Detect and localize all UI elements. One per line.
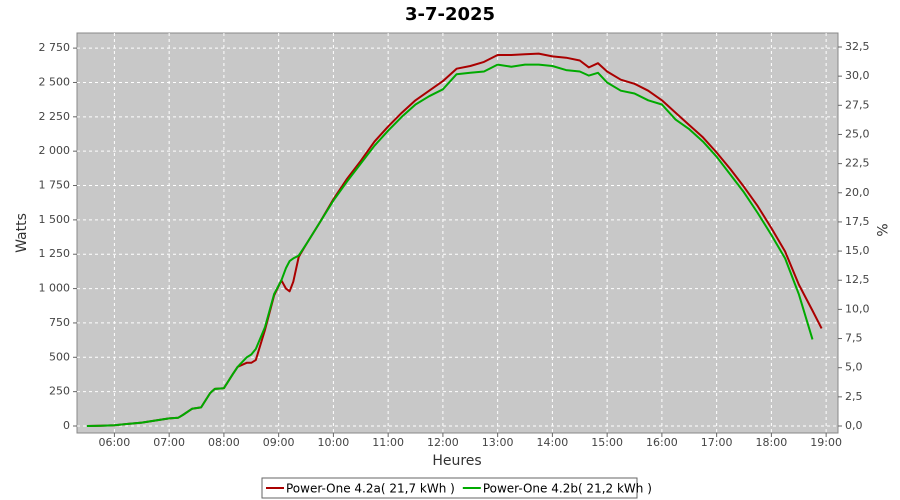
chart-title: 3-7-2025 bbox=[405, 4, 495, 25]
x-tick-label: 14:00 bbox=[537, 436, 569, 449]
y2-tick-label: 10,0 bbox=[845, 302, 870, 315]
legend bbox=[261, 477, 638, 499]
x-tick-label: 06:00 bbox=[99, 436, 131, 449]
plot-area bbox=[76, 32, 839, 434]
y2-axis-label: % bbox=[873, 223, 889, 236]
y2-tick-label: 22,5 bbox=[845, 157, 870, 170]
y-tick-label: 1 000 bbox=[39, 282, 71, 295]
x-tick-label: 11:00 bbox=[372, 436, 404, 449]
y-tick-label: 2 500 bbox=[39, 75, 71, 88]
x-tick-label: 08:00 bbox=[208, 436, 240, 449]
y-tick-label: 1 750 bbox=[39, 179, 71, 192]
series-line bbox=[86, 63, 814, 427]
y2-tick-label: 5,0 bbox=[845, 361, 863, 374]
y2-tick-label: 12,5 bbox=[845, 273, 870, 286]
y-axis-label: Watts bbox=[14, 213, 30, 253]
y2-tick-label: 2,5 bbox=[845, 390, 863, 403]
x-tick-label: 13:00 bbox=[482, 436, 514, 449]
x-tick-label: 16:00 bbox=[646, 436, 678, 449]
y-tick-label: 2 750 bbox=[39, 41, 71, 54]
y-tick-label: 2 000 bbox=[39, 144, 71, 157]
y2-tick-label: 20,0 bbox=[845, 186, 870, 199]
y2-tick-label: 15,0 bbox=[845, 244, 870, 257]
y-tick-label: 500 bbox=[49, 350, 70, 363]
y2-tick-label: 7,5 bbox=[845, 332, 863, 345]
x-tick-label: 15:00 bbox=[591, 436, 623, 449]
y2-tick-label: 0,0 bbox=[845, 419, 863, 432]
legend-label: Power-One 4.2a( 21,7 kWh ) bbox=[286, 482, 455, 496]
y2-tick-label: 32,5 bbox=[845, 40, 870, 53]
y-tick-label: 250 bbox=[49, 385, 70, 398]
x-tick-label: 19:00 bbox=[810, 436, 842, 449]
x-tick-label: 09:00 bbox=[263, 436, 295, 449]
y2-tick-label: 25,0 bbox=[845, 127, 870, 140]
y2-tick-label: 30,0 bbox=[845, 69, 870, 82]
y2-tick-label: 27,5 bbox=[845, 98, 870, 111]
x-tick-label: 18:00 bbox=[756, 436, 788, 449]
x-tick-label: 10:00 bbox=[318, 436, 350, 449]
y-tick-label: 1 250 bbox=[39, 247, 71, 260]
y-tick-label: 0 bbox=[63, 419, 70, 432]
y-tick-label: 1 500 bbox=[39, 213, 71, 226]
y2-tick-label: 17,5 bbox=[845, 215, 870, 228]
x-tick-label: 07:00 bbox=[153, 436, 185, 449]
y-tick-label: 750 bbox=[49, 316, 70, 329]
x-tick-label: 12:00 bbox=[427, 436, 459, 449]
x-tick-label: 17:00 bbox=[701, 436, 733, 449]
legend-label: Power-One 4.2b( 21,2 kWh ) bbox=[483, 482, 652, 496]
y-tick-label: 2 250 bbox=[39, 110, 71, 123]
x-axis-label: Heures bbox=[432, 453, 481, 469]
